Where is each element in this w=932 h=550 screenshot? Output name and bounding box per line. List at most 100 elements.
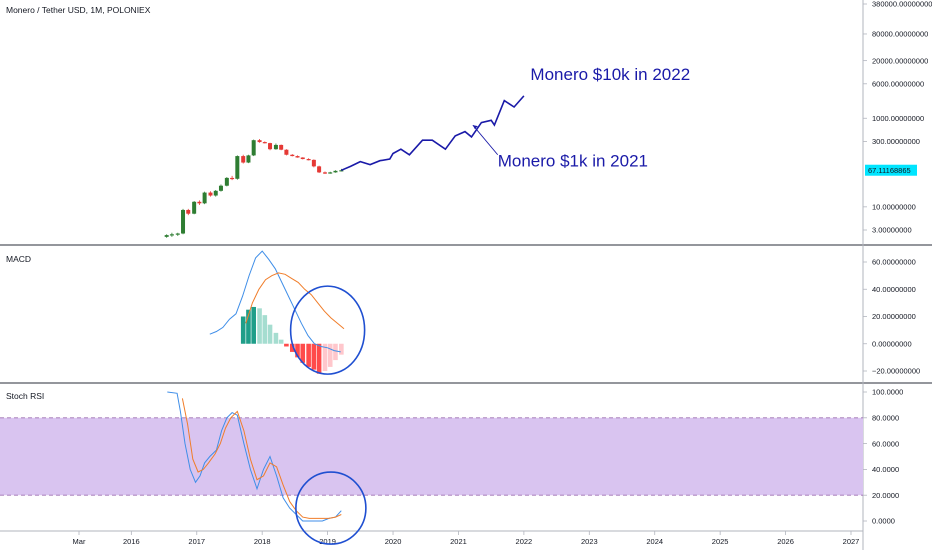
annotation-arrow [472, 124, 499, 156]
candle-body [322, 172, 327, 174]
candle-body [317, 166, 322, 173]
macd-histogram-bar [306, 343, 311, 367]
candle-body [295, 156, 300, 158]
stoch-rsi-k-line [167, 391, 342, 522]
macd-histogram-bar [262, 315, 268, 344]
macd-histogram-bar [251, 306, 256, 344]
candle-body [306, 159, 311, 161]
macd-histogram-bar [284, 343, 289, 347]
candle-body [169, 234, 174, 236]
candle-body [311, 159, 316, 167]
macd-histogram-bar [278, 339, 284, 344]
stoch-rsi-axis-tick-label: 80.0000 [872, 414, 899, 423]
candle-body [300, 157, 305, 160]
stoch-rsi-d-line [181, 398, 342, 519]
candle-body [333, 170, 338, 173]
time-axis-tick-label: 2027 [843, 537, 860, 546]
price-axis-tick-label: 6000.00000000 [872, 79, 924, 88]
stoch-rsi-axis-tick-label: 100.0000 [872, 388, 903, 397]
stoch-rsi-axis-tick-label: 20.0000 [872, 491, 899, 500]
price-axis-tick-label: 80000.00000000 [872, 30, 928, 39]
candle-body [213, 190, 218, 196]
annotations: Monero $10k in 2022 Monero $1k in 2021 [472, 65, 690, 171]
time-axis-tick-label: 2016 [123, 537, 140, 546]
time-axis-tick-label: 2024 [646, 537, 663, 546]
macd-histogram-bar [300, 343, 306, 363]
candle-body [218, 185, 223, 191]
annotation-text: Monero $1k in 2021 [498, 152, 648, 171]
macd-histogram-bar [322, 343, 328, 371]
candlestick-series [164, 139, 344, 238]
macd-line [209, 250, 341, 353]
macd-histogram-bar [246, 309, 251, 344]
candle-body [197, 201, 202, 204]
time-axis-tick-label: 2017 [188, 537, 205, 546]
candle-body [262, 142, 267, 144]
macd-histogram-bar [273, 332, 279, 344]
candle-body [339, 170, 344, 172]
stoch-rsi-highlight-circle [295, 471, 367, 545]
projection-line [340, 95, 525, 172]
macd-axis-tick-label: 40.00000000 [872, 285, 916, 294]
macd-histogram-bar [295, 343, 300, 358]
candle-body [186, 209, 191, 214]
macd-histogram-bar [311, 343, 317, 370]
time-axis-tick-label: 2026 [777, 537, 794, 546]
stoch-rsi-axis-tick-label: 40.0000 [872, 465, 899, 474]
macd-histogram-bar [339, 343, 344, 355]
candle-body [246, 155, 251, 163]
stoch-rsi-axis-ticks: 100.0000 80.0000 60.0000 40.0000 20.0000 0.00… [863, 388, 903, 526]
time-axis-tick-label: 2025 [712, 537, 729, 546]
candle-body [273, 144, 278, 150]
time-axis-tick-label: 2018 [254, 537, 271, 546]
candle-body [328, 172, 333, 174]
macd-panel-title: MACD [6, 254, 31, 264]
time-axis-tick-label: 2021 [450, 537, 467, 546]
last-price-label: 67.11168865 [865, 164, 917, 176]
candle-body [235, 156, 240, 179]
candle-body [164, 235, 169, 237]
macd-signal-line [245, 272, 345, 330]
candle-body [175, 233, 180, 235]
macd-histogram-bar [257, 308, 262, 344]
candle-body [251, 140, 256, 156]
stoch-rsi-band [0, 417, 863, 496]
macd-histogram [240, 306, 344, 374]
macd-histogram-bar [267, 324, 273, 344]
macd-axis-ticks: 60.00000000 40.00000000 20.00000000 0.00000… [863, 258, 920, 376]
macd-histogram-bar [240, 316, 246, 344]
annotation-arrowhead [472, 125, 478, 130]
time-axis-tick-label: 2020 [385, 537, 402, 546]
price-axis-tick-label: 3.00000000 [872, 226, 912, 235]
price-axis-tick-label: 1000.00000000 [872, 114, 924, 123]
macd-histogram-bar [289, 343, 295, 352]
stoch-rsi-axis-tick-label: 60.0000 [872, 439, 899, 448]
price-axis-tick-label: 300.00000000 [872, 137, 920, 146]
macd-axis-tick-label: 20.00000000 [872, 312, 916, 321]
candle-body [192, 201, 197, 214]
macd-axis-tick-label: 0.00000000 [872, 339, 912, 348]
candle-body [202, 192, 207, 204]
macd-histogram-bar [333, 343, 338, 361]
candle-body [257, 140, 262, 143]
candle-body [279, 144, 284, 150]
svg-text:67.11168865: 67.11168865 [868, 166, 911, 175]
time-axis-tick-label: 2019 [319, 537, 336, 546]
stoch-rsi-axis-tick-label: 0.0000 [872, 517, 895, 526]
stoch-rsi-panel-title: Stoch RSI [6, 391, 44, 401]
macd-histogram-bar [316, 343, 322, 374]
price-axis-tick-label: 20000.00000000 [872, 56, 928, 65]
candle-body [230, 177, 235, 180]
time-axis-tick-label: Mar [73, 537, 86, 546]
macd-histogram-bar [327, 343, 333, 367]
macd-highlight-circle [289, 285, 366, 375]
price-axis-tick-label: 10.00000000 [872, 203, 916, 212]
candle-body [241, 156, 246, 163]
candle-body [224, 177, 229, 186]
candle-body [268, 143, 273, 150]
macd-axis-tick-label: 60.00000000 [872, 258, 916, 267]
price-axis-ticks: 380000.00000000 80000.00000000 20000.00000… [863, 0, 932, 235]
time-axis-ticks: Mar 2016 2017 2018 2019 2020 2021 2022 2023 2024 2… [73, 531, 860, 546]
candle-body [284, 149, 289, 155]
